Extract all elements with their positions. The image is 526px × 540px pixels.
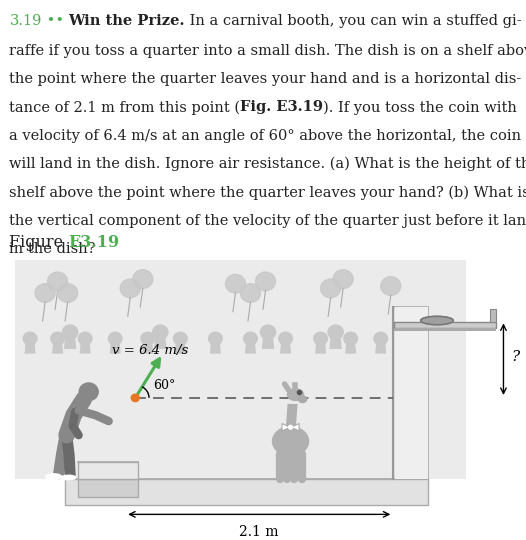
Ellipse shape	[421, 316, 453, 325]
Circle shape	[133, 270, 153, 288]
Text: 3.19: 3.19	[9, 14, 42, 28]
Ellipse shape	[299, 396, 307, 402]
Text: Fig. E3.19: Fig. E3.19	[240, 100, 323, 114]
Polygon shape	[64, 334, 76, 349]
Polygon shape	[345, 340, 356, 354]
Circle shape	[141, 332, 155, 345]
Text: Win the Prize.: Win the Prize.	[68, 14, 185, 28]
Circle shape	[321, 279, 341, 298]
Circle shape	[374, 332, 388, 345]
Polygon shape	[210, 340, 221, 354]
Circle shape	[289, 426, 292, 429]
Circle shape	[244, 332, 257, 345]
Circle shape	[226, 274, 246, 293]
Circle shape	[78, 332, 92, 345]
Circle shape	[209, 332, 222, 345]
Polygon shape	[282, 423, 290, 431]
Polygon shape	[315, 340, 326, 354]
FancyBboxPatch shape	[394, 328, 496, 331]
Circle shape	[132, 394, 139, 402]
Polygon shape	[329, 334, 342, 349]
Text: shelf above the point where the quarter leaves your hand? (b) What is: shelf above the point where the quarter …	[9, 185, 526, 200]
FancyBboxPatch shape	[393, 307, 428, 480]
Text: will land in the dish. Ignore air resistance. (a) What is the height of the: will land in the dish. Ignore air resist…	[9, 157, 526, 171]
Circle shape	[314, 332, 327, 345]
Circle shape	[23, 332, 37, 345]
Text: a velocity of 6.4 m/s at an angle of 60° above the horizontal, the coin: a velocity of 6.4 m/s at an angle of 60°…	[9, 129, 522, 143]
Circle shape	[260, 325, 276, 339]
Circle shape	[153, 325, 168, 339]
Circle shape	[344, 332, 358, 345]
Ellipse shape	[272, 427, 309, 456]
Circle shape	[35, 284, 55, 302]
Polygon shape	[291, 423, 299, 431]
Text: v = 6.4 m/s: v = 6.4 m/s	[112, 344, 188, 357]
Circle shape	[79, 383, 98, 401]
Polygon shape	[286, 404, 298, 432]
Circle shape	[240, 284, 260, 302]
Circle shape	[256, 272, 276, 291]
Text: 2.1 m: 2.1 m	[239, 525, 279, 538]
Text: the point where the quarter leaves your hand and is a horizontal dis-: the point where the quarter leaves your …	[9, 72, 522, 86]
Polygon shape	[52, 340, 63, 354]
FancyBboxPatch shape	[395, 307, 428, 480]
Polygon shape	[78, 480, 138, 497]
Text: ••: ••	[42, 14, 68, 28]
Polygon shape	[25, 340, 36, 354]
Circle shape	[58, 284, 78, 302]
Polygon shape	[79, 340, 90, 354]
Circle shape	[328, 325, 343, 339]
Ellipse shape	[62, 475, 76, 480]
FancyBboxPatch shape	[15, 260, 466, 480]
Ellipse shape	[46, 474, 62, 480]
Text: In a carnival booth, you can win a stuffed gi-: In a carnival booth, you can win a stuff…	[185, 14, 522, 28]
Circle shape	[120, 279, 140, 298]
Polygon shape	[142, 340, 153, 354]
Text: Figure: Figure	[9, 234, 69, 251]
Polygon shape	[154, 334, 167, 349]
Text: ). If you toss the coin with: ). If you toss the coin with	[323, 100, 518, 114]
Polygon shape	[245, 340, 256, 354]
Circle shape	[279, 332, 292, 345]
Circle shape	[108, 332, 122, 345]
Text: 60°: 60°	[153, 379, 175, 392]
Circle shape	[381, 276, 401, 295]
Polygon shape	[65, 480, 428, 505]
Circle shape	[174, 332, 187, 345]
Text: E3.19: E3.19	[69, 234, 120, 251]
Text: the vertical component of the velocity of the quarter just before it lands: the vertical component of the velocity o…	[9, 214, 526, 228]
Text: in the dish?: in the dish?	[9, 242, 96, 256]
Text: ?: ?	[511, 350, 519, 364]
FancyBboxPatch shape	[78, 462, 138, 480]
Polygon shape	[280, 340, 291, 354]
Polygon shape	[110, 340, 121, 354]
Ellipse shape	[288, 389, 304, 401]
Circle shape	[63, 325, 78, 339]
Polygon shape	[175, 340, 186, 354]
Circle shape	[51, 332, 64, 345]
Text: tance of 2.1 m from this point (: tance of 2.1 m from this point (	[9, 100, 240, 114]
Polygon shape	[262, 334, 274, 349]
FancyBboxPatch shape	[490, 309, 496, 322]
Circle shape	[333, 270, 353, 288]
Text: raffe if you toss a quarter into a small dish. The dish is on a shelf above: raffe if you toss a quarter into a small…	[9, 44, 526, 58]
Circle shape	[47, 272, 68, 291]
Polygon shape	[375, 340, 386, 354]
FancyBboxPatch shape	[394, 322, 496, 328]
